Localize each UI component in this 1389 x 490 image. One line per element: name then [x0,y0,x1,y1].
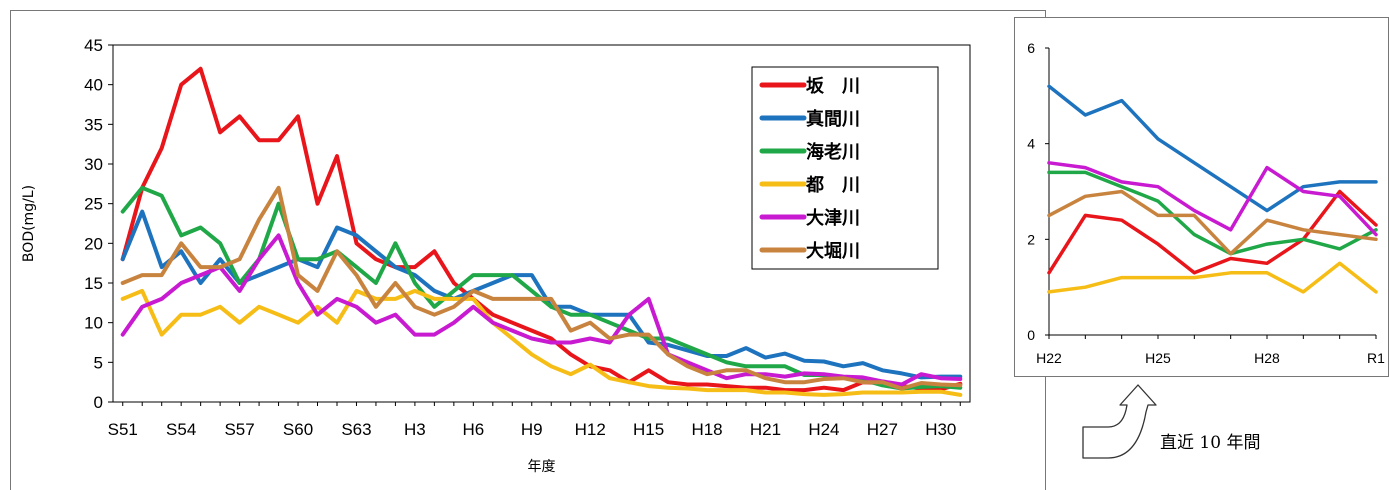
y-tick-label: 5 [94,353,103,372]
y-tick-label: 20 [84,234,103,253]
inset-x-tick-label: R1 [1367,350,1385,366]
y-tick-label: 0 [94,393,103,412]
series-line-4 [120,233,963,387]
legend-label: 都 川 [805,175,860,196]
series-line-5 [120,185,963,391]
y-tick-label: 25 [84,195,103,214]
plot-area [112,44,971,403]
x-tick-label: H21 [750,420,781,439]
y-tick-label: 45 [84,36,103,55]
x-tick-label: H12 [575,420,606,439]
x-tick-label: S63 [341,420,371,439]
y-tick-label: 35 [84,115,103,134]
series-line-0 [120,66,963,393]
series-line-3 [120,288,963,397]
inset-series-line-1 [1047,84,1378,213]
inset-chart-frame: 0 2 4 6 H22 H25 H28 R1 [1014,17,1389,377]
inset-x-tick-label: H28 [1254,350,1280,366]
x-tick-label: H24 [808,420,839,439]
inset-y-tick-label: 0 [1027,327,1035,343]
inset-series-line-4 [1047,161,1378,237]
inset-y-tick-label: 4 [1027,136,1035,152]
x-tick-label: S57 [224,420,254,439]
legend-label: 海老川 [806,141,860,163]
y-tick-label: 30 [84,155,103,174]
x-tick-label: S54 [166,420,196,439]
x-tick-label: H27 [867,420,898,439]
inset-series-line-5 [1047,189,1378,256]
y-axis-label: BOD(mg/L) [21,185,37,262]
inset-series-line-2 [1047,170,1378,256]
x-tick-label: S51 [108,420,138,439]
inset-series-line-3 [1047,261,1378,294]
legend-label: 大堀川 [806,240,860,262]
inset-x-tick-label: H22 [1036,350,1062,366]
series-line-1 [120,209,963,380]
x-tick-label: S60 [283,420,313,439]
x-tick-label: H9 [521,420,543,439]
legend-label: 坂 川 [806,76,860,97]
y-tick-label: 10 [84,314,103,333]
legend-label: 真間川 [806,108,860,130]
legend-box [751,66,939,270]
x-tick-label: H3 [404,420,426,439]
inset-series-line-0 [1047,189,1378,275]
x-tick-label: H15 [633,420,664,439]
x-tick-label: H6 [462,420,484,439]
y-tick-label: 40 [84,76,103,95]
inset-recent-10-years-chart: 0 2 4 6 H22 H25 H28 R1 [1027,40,1385,366]
inset-y-tick-label: 6 [1027,40,1035,56]
x-axis-label: 年度 [528,459,556,475]
legend-label: 大津川 [806,207,860,229]
x-tick-label: H30 [925,420,956,439]
inset-x-tick-label: H25 [1145,350,1171,366]
inset-y-tick-label: 2 [1027,231,1035,247]
recent-10-years-caption: 直近 10 年間 [1160,433,1261,453]
x-tick-label: H18 [691,420,722,439]
y-tick-label: 15 [84,274,103,293]
